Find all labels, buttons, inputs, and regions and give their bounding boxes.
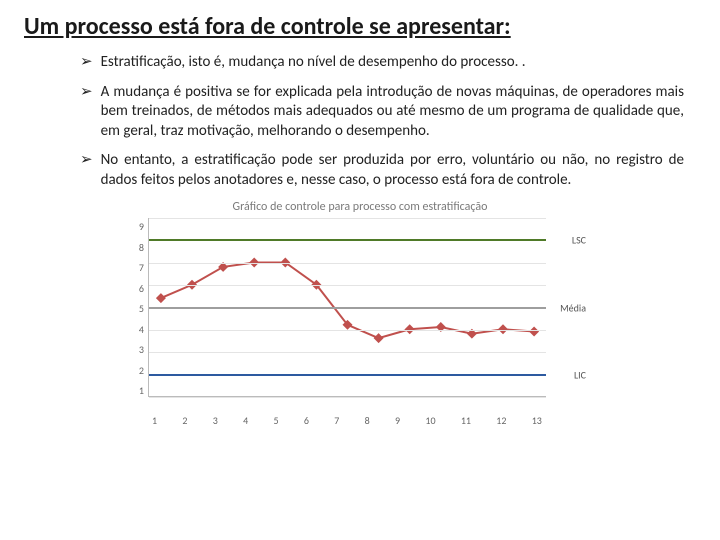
bullet-text: Estratificação, isto é, mudança no nível… xyxy=(101,53,526,73)
chart-label-gutter xyxy=(546,218,590,413)
series-marker xyxy=(529,327,539,337)
plot-area: LSCMédiaLIC xyxy=(148,218,546,397)
x-tick: 11 xyxy=(461,414,471,427)
y-tick: 5 xyxy=(139,302,144,315)
y-tick: 9 xyxy=(139,220,144,233)
x-axis-ticks: 12345678910111213 xyxy=(148,414,546,427)
x-tick: 2 xyxy=(182,414,187,427)
page-title: Um processo está fora de controle se apr… xyxy=(24,12,696,41)
x-tick: 12 xyxy=(496,414,506,427)
list-item: ➢ A mudança é positiva se for explicada … xyxy=(80,83,684,142)
x-tick: 10 xyxy=(425,414,435,427)
triangle-right-icon: ➢ xyxy=(80,53,93,73)
chart-title: Gráfico de controle para processo com es… xyxy=(233,200,488,214)
x-tick: 13 xyxy=(532,414,542,427)
x-tick: 5 xyxy=(274,414,279,427)
y-tick: 4 xyxy=(139,323,144,336)
triangle-right-icon: ➢ xyxy=(80,83,93,103)
y-tick: 2 xyxy=(139,364,144,377)
slide: Um processo está fora de controle se apr… xyxy=(0,0,720,540)
bullet-text: No entanto, a estratificação pode ser pr… xyxy=(101,151,684,190)
bullet-list: ➢ Estratificação, isto é, mudança no nív… xyxy=(24,53,696,190)
list-item: ➢ No entanto, a estratificação pode ser … xyxy=(80,151,684,190)
gridline xyxy=(149,352,546,353)
series-marker xyxy=(156,293,166,303)
series-marker xyxy=(374,333,384,343)
x-tick: 4 xyxy=(243,414,248,427)
gridline xyxy=(149,218,546,219)
x-tick: 9 xyxy=(395,414,400,427)
x-tick: 6 xyxy=(304,414,309,427)
reference-line xyxy=(149,239,546,241)
x-tick: 8 xyxy=(365,414,370,427)
chart-box: 987654321 LSCMédiaLIC 12345678910111213 xyxy=(130,218,590,413)
x-tick: 3 xyxy=(213,414,218,427)
triangle-right-icon: ➢ xyxy=(80,151,93,171)
y-tick: 8 xyxy=(139,241,144,254)
y-tick: 1 xyxy=(139,384,144,397)
reference-label: LIC xyxy=(574,368,586,381)
list-item: ➢ Estratificação, isto é, mudança no nív… xyxy=(80,53,684,73)
gridline xyxy=(149,263,546,264)
reference-label: Média xyxy=(560,301,586,314)
gridline xyxy=(149,285,546,286)
gridline xyxy=(149,330,546,331)
y-axis-ticks: 9 8 7 6 5 4 3 2 1 xyxy=(130,218,148,413)
x-tick: 1 xyxy=(152,414,157,427)
y-tick: 6 xyxy=(139,282,144,295)
control-chart: Gráfico de controle para processo com es… xyxy=(130,200,590,413)
reference-label: LSC xyxy=(572,234,586,247)
bullet-text: A mudança é positiva se for explicada pe… xyxy=(101,83,684,142)
y-tick: 7 xyxy=(139,261,144,274)
y-tick: 3 xyxy=(139,343,144,356)
reference-line xyxy=(149,374,546,376)
gridline xyxy=(149,397,546,398)
reference-line xyxy=(149,307,546,309)
x-tick: 7 xyxy=(334,414,339,427)
